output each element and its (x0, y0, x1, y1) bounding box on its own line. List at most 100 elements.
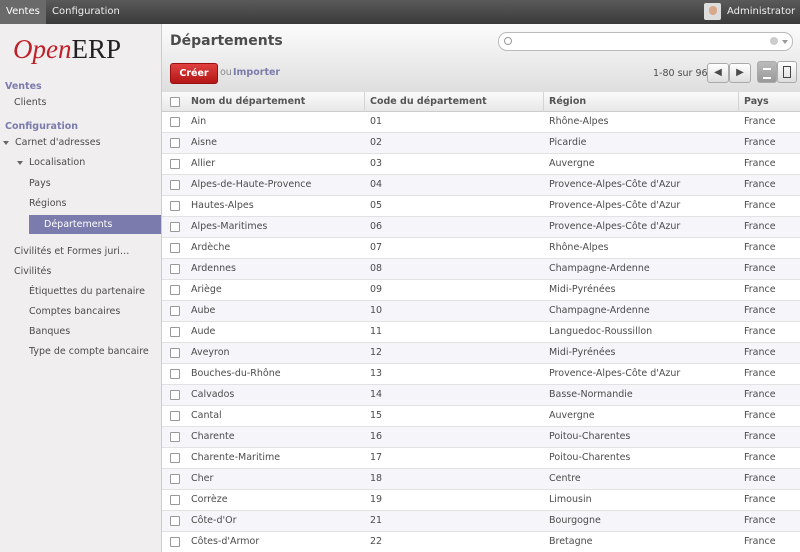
table-cell: 05 (370, 200, 383, 211)
table-cell: 18 (370, 473, 383, 484)
menu-item[interactable]: Clients (14, 93, 46, 112)
table-row[interactable]: Ariège 09 Midi-Pyrénées France (162, 280, 800, 301)
table-cell: France (744, 515, 776, 526)
expand-arrow[interactable] (17, 160, 23, 165)
menu-label: Ventes (5, 81, 42, 92)
create-button[interactable]: Créer (170, 63, 218, 84)
table-cell: Centre (549, 473, 581, 484)
table-cell: 04 (370, 179, 383, 190)
table-row[interactable]: Cher 18 Centre France (162, 469, 800, 490)
table-cell: 09 (370, 284, 383, 295)
form-view-button[interactable] (777, 61, 797, 83)
avatar[interactable] (704, 3, 721, 20)
table-cell: Basse-Normandie (549, 389, 633, 400)
menu-item[interactable]: Régions (29, 194, 66, 213)
table-row[interactable]: Corrèze 19 Limousin France (162, 490, 800, 511)
row-checkbox[interactable] (170, 117, 180, 127)
table-cell: France (744, 326, 776, 337)
table-row[interactable]: Alpes-de-Haute-Provence 04 Provence-Alpes-… (162, 175, 800, 196)
row-checkbox[interactable] (170, 138, 180, 148)
menu-item[interactable]: Banques (29, 322, 70, 341)
table-row[interactable]: Allier 03 Auvergne France (162, 154, 800, 175)
search-box[interactable] (498, 32, 793, 51)
row-checkbox[interactable] (170, 495, 180, 505)
top-bar: Ventes Configuration Administrator (0, 0, 800, 37)
column-header[interactable]: Code du département (370, 96, 487, 107)
row-checkbox[interactable] (170, 201, 180, 211)
row-checkbox[interactable] (170, 537, 180, 547)
table-cell: Ariège (191, 284, 222, 295)
pager-next[interactable]: ▶ (729, 63, 751, 83)
menu-item[interactable]: Civilités (14, 262, 51, 281)
table-row[interactable]: Aude 11 Languedoc-Roussillon France (162, 322, 800, 343)
table-row[interactable]: Ardennes 08 Champagne-Ardenne France (162, 259, 800, 280)
table-cell: 16 (370, 431, 383, 442)
table-row[interactable]: Alpes-Maritimes 06 Provence-Alpes-Côte d'A… (162, 217, 800, 238)
column-header[interactable]: Pays (744, 96, 769, 107)
pager-prev[interactable]: ◀ (707, 63, 729, 83)
row-checkbox[interactable] (170, 474, 180, 484)
row-checkbox[interactable] (170, 369, 180, 379)
table-row[interactable]: Calvados 14 Basse-Normandie France (162, 385, 800, 406)
row-checkbox[interactable] (170, 411, 180, 421)
table-cell: France (744, 473, 776, 484)
menu-configuration[interactable]: Configuration (52, 6, 120, 17)
user-menu[interactable]: Administrator (721, 0, 800, 37)
view-header: Départements Créer ou Importer 1-80 sur … (162, 24, 800, 93)
table-row[interactable]: Côtes-d'Armor 22 Bretagne France (162, 532, 800, 552)
table-cell: Limousin (549, 494, 592, 505)
row-checkbox[interactable] (170, 516, 180, 526)
table-row[interactable]: Cantal 15 Auvergne France (162, 406, 800, 427)
table-row[interactable]: Hautes-Alpes 05 Provence-Alpes-Côte d'Azur… (162, 196, 800, 217)
table-cell: Rhône-Alpes (549, 116, 609, 127)
menu-item[interactable]: Localisation (17, 153, 85, 172)
row-checkbox[interactable] (170, 348, 180, 358)
table-row[interactable]: Aveyron 12 Midi-Pyrénées France (162, 343, 800, 364)
menu-item[interactable]: Départements (29, 215, 161, 234)
row-checkbox[interactable] (170, 432, 180, 442)
row-checkbox[interactable] (170, 264, 180, 274)
sidebar: OpenERP Ventes Clients Configuration Carnet… (0, 24, 162, 552)
row-checkbox[interactable] (170, 222, 180, 232)
expand-arrow[interactable] (3, 140, 9, 145)
list-view-button[interactable] (757, 61, 777, 83)
column-header[interactable]: Nom du département (191, 96, 306, 107)
table-cell: Rhône-Alpes (549, 242, 609, 253)
table-row[interactable]: Côte-d'Or 21 Bourgogne France (162, 511, 800, 532)
row-checkbox[interactable] (170, 306, 180, 316)
clear-icon[interactable] (770, 37, 778, 45)
table-row[interactable]: Ain 01 Rhône-Alpes France (162, 112, 800, 133)
row-checkbox[interactable] (170, 390, 180, 400)
table-row[interactable]: Charente 16 Poitou-Charentes France (162, 427, 800, 448)
table-row[interactable]: Charente-Maritime 17 Poitou-Charentes Franc… (162, 448, 800, 469)
import-link[interactable]: Importer (233, 67, 281, 78)
table-cell: Languedoc-Roussillon (549, 326, 653, 337)
table-row[interactable]: Aube 10 Champagne-Ardenne France (162, 301, 800, 322)
table-cell: France (744, 389, 776, 400)
menu-item[interactable]: Pays (29, 174, 51, 193)
table-cell: Provence-Alpes-Côte d'Azur (549, 179, 681, 190)
table-row[interactable]: Bouches-du-Rhône 13 Provence-Alpes-Côte d'… (162, 364, 800, 385)
table-cell: Provence-Alpes-Côte d'Azur (549, 368, 681, 379)
row-checkbox[interactable] (170, 453, 180, 463)
row-checkbox[interactable] (170, 243, 180, 253)
row-checkbox[interactable] (170, 285, 180, 295)
row-checkbox[interactable] (170, 327, 180, 337)
menu-item[interactable]: Civilités et Formes juri… (14, 242, 129, 261)
table-cell: Côte-d'Or (191, 515, 237, 526)
row-checkbox[interactable] (170, 180, 180, 190)
select-all-checkbox[interactable] (170, 97, 180, 107)
column-header[interactable]: Région (549, 96, 587, 107)
menu-item[interactable]: Carnet d'adresses (3, 133, 101, 152)
menu-ventes[interactable]: Ventes (0, 0, 46, 24)
menu-item[interactable]: Type de compte bancaire (29, 342, 149, 361)
menu-item[interactable]: Comptes bancaires (29, 302, 120, 321)
search-dropdown[interactable] (782, 40, 788, 44)
menu-item[interactable]: Étiquettes du partenaire (29, 282, 145, 301)
table-row[interactable]: Ardèche 07 Rhône-Alpes France (162, 238, 800, 259)
row-checkbox[interactable] (170, 159, 180, 169)
table-cell: Alpes-de-Haute-Provence (191, 179, 312, 190)
pager: 1-80 sur 96 (653, 68, 708, 79)
table-row[interactable]: Aisne 02 Picardie France (162, 133, 800, 154)
table-cell: Aude (191, 326, 216, 337)
